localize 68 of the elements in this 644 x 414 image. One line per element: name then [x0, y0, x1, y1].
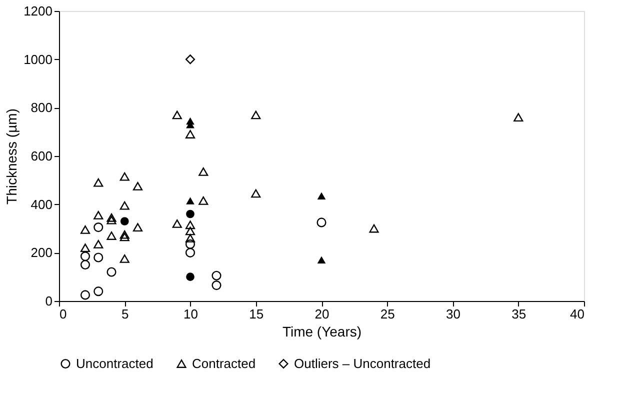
point — [80, 260, 90, 270]
point — [172, 110, 182, 120]
point — [80, 225, 90, 234]
point — [120, 254, 130, 263]
point — [106, 213, 116, 222]
point — [94, 210, 104, 220]
y-tick-label: 1000 — [24, 52, 52, 67]
x-tick-label: 35 — [512, 306, 526, 322]
point — [94, 178, 104, 187]
point — [185, 220, 196, 230]
point — [132, 223, 143, 232]
point — [198, 196, 208, 205]
point — [94, 286, 104, 296]
point — [94, 240, 104, 248]
point — [317, 192, 326, 200]
point — [185, 54, 196, 64]
y-tick-label: 200 — [30, 245, 52, 260]
point — [212, 280, 222, 290]
y-tick-label: 1200 — [24, 4, 52, 18]
point — [212, 270, 222, 280]
point — [185, 248, 196, 258]
x-tick-label: 5 — [122, 306, 129, 322]
point — [120, 217, 129, 226]
y-tick-label: 400 — [30, 196, 52, 212]
legend-label: Uncontracted — [76, 356, 154, 371]
y-axis-title: Thickness (µm) — [4, 108, 20, 204]
point — [251, 189, 261, 198]
point — [106, 216, 116, 224]
point — [80, 290, 90, 300]
point — [120, 172, 130, 181]
point — [185, 226, 196, 236]
point — [172, 219, 182, 228]
legend-label: Contracted — [192, 356, 256, 371]
point — [514, 113, 524, 122]
y-tick-label: 0 — [45, 294, 52, 308]
point — [251, 110, 261, 120]
point — [186, 272, 194, 282]
point — [106, 232, 116, 240]
x-axis-title: Time (Years) — [282, 324, 362, 340]
point — [106, 267, 116, 277]
point — [186, 210, 194, 218]
point — [185, 239, 196, 249]
x-tick-label: 15 — [249, 306, 264, 322]
y-tick-label: 600 — [30, 148, 52, 164]
point — [120, 201, 130, 210]
x-tick-label: 20 — [314, 306, 330, 322]
x-tick-label: 25 — [380, 306, 395, 322]
point — [317, 256, 326, 264]
point — [80, 252, 90, 262]
x-tick-label: 10 — [184, 306, 198, 322]
point — [120, 230, 130, 239]
point — [94, 252, 104, 262]
point — [120, 232, 130, 242]
x-tick-label: 40 — [570, 306, 584, 322]
x-tick-label: 30 — [446, 306, 460, 322]
point — [132, 182, 143, 190]
point — [94, 222, 104, 232]
point — [185, 130, 196, 138]
point — [80, 244, 90, 252]
point — [369, 224, 379, 233]
x-tick-label: 0 — [60, 306, 67, 322]
y-tick-label: 800 — [30, 100, 52, 116]
point — [186, 197, 194, 204]
point — [316, 218, 326, 228]
point — [185, 234, 196, 242]
point — [186, 117, 194, 125]
point — [198, 167, 208, 176]
legend-label: Outliers – Uncontracted — [294, 356, 431, 371]
